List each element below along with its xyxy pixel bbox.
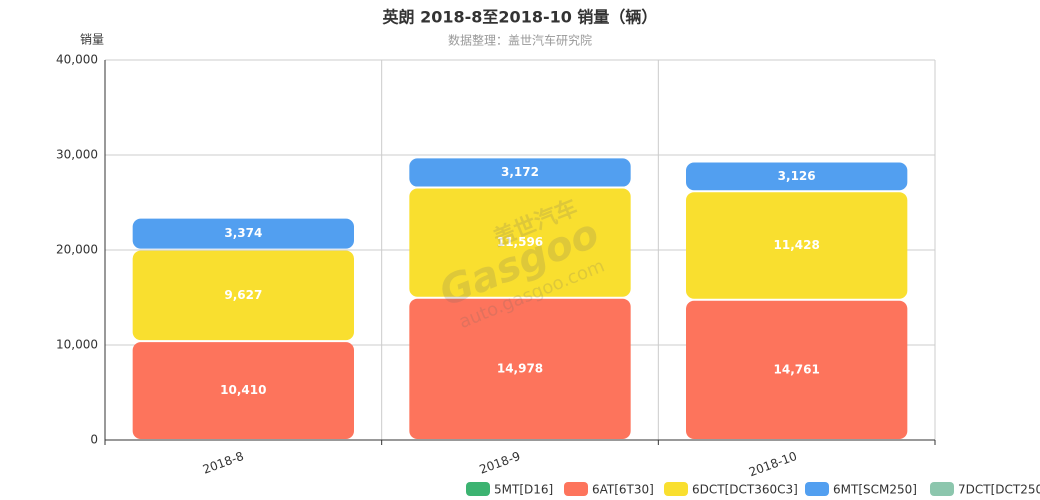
data-label: 3,126 bbox=[778, 169, 816, 183]
y-axis-label: 销量 bbox=[80, 33, 104, 47]
data-label: 14,978 bbox=[497, 361, 543, 375]
bar-segment bbox=[409, 158, 631, 187]
y-tick-label: 0 bbox=[90, 433, 98, 447]
y-tick-label: 40,000 bbox=[56, 53, 98, 67]
x-tick-label: 2018-9 bbox=[477, 449, 522, 477]
data-label: 10,410 bbox=[220, 383, 266, 397]
bar-segment bbox=[132, 342, 354, 439]
bar-segment bbox=[686, 192, 908, 299]
legend-swatch bbox=[664, 482, 688, 496]
data-label: 11,596 bbox=[497, 235, 543, 249]
bar-segment bbox=[132, 218, 354, 249]
bar-segment bbox=[132, 250, 354, 341]
legend-label: 5MT[D16] bbox=[494, 483, 553, 497]
data-label: 11,428 bbox=[774, 238, 820, 252]
legend-swatch bbox=[930, 482, 954, 496]
bar-segment bbox=[686, 162, 908, 191]
legend-swatch bbox=[805, 482, 829, 496]
data-label: 3,374 bbox=[224, 226, 262, 240]
legend-swatch bbox=[466, 482, 490, 496]
chart-subtitle: 数据整理：盖世汽车研究院 bbox=[448, 33, 592, 48]
data-label: 14,761 bbox=[774, 362, 820, 376]
legend-label: 6MT[SCM250] bbox=[833, 483, 917, 497]
legend-label: 6DCT[DCT360C3] bbox=[692, 483, 798, 497]
x-tick-label: 2018-8 bbox=[201, 449, 246, 477]
y-tick-label: 30,000 bbox=[56, 148, 98, 162]
data-label: 3,172 bbox=[501, 165, 539, 179]
bar-segment bbox=[409, 188, 631, 297]
bar-segment bbox=[686, 300, 908, 439]
chart-title: 英朗 2018-8至2018-10 销量（辆） bbox=[382, 8, 658, 27]
data-label: 9,627 bbox=[224, 288, 262, 302]
bar-segment bbox=[409, 298, 631, 439]
legend-label: 7DCT[DCT250] bbox=[958, 483, 1040, 497]
y-tick-label: 20,000 bbox=[56, 243, 98, 257]
legend-label: 6AT[6T30] bbox=[592, 483, 654, 497]
x-tick-label: 2018-10 bbox=[747, 449, 799, 479]
y-tick-label: 10,000 bbox=[56, 338, 98, 352]
legend-swatch bbox=[564, 482, 588, 496]
